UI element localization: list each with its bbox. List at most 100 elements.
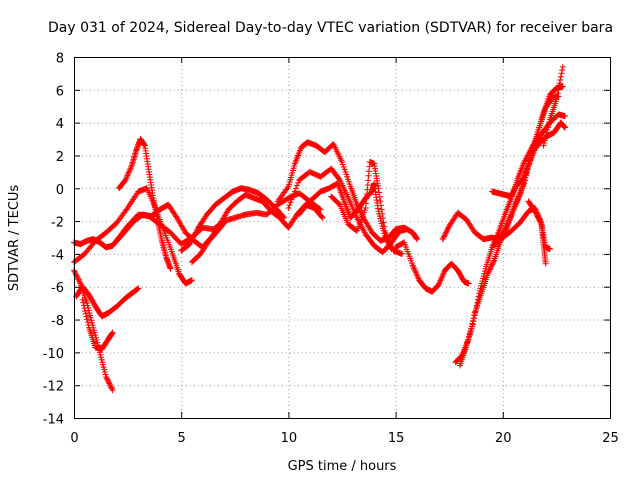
data-point (522, 168, 529, 175)
data-point (492, 235, 499, 242)
data-point (469, 321, 476, 328)
data-point (280, 213, 287, 220)
data-point (442, 230, 449, 237)
data-point (515, 194, 522, 201)
data-point (561, 113, 568, 120)
data-point (413, 271, 420, 278)
series-sat-c (73, 283, 142, 320)
data-point (109, 387, 116, 394)
data-point (379, 215, 386, 222)
data-point (444, 225, 451, 232)
data-point (543, 129, 550, 136)
data-point (75, 276, 82, 283)
data-point (72, 271, 79, 278)
series-sat-m (328, 159, 406, 257)
data-point (414, 274, 421, 281)
data-point (399, 250, 406, 257)
y-tick-label: -8 (51, 314, 64, 329)
data-point (515, 196, 522, 203)
data-point (74, 275, 81, 282)
series-sat-i (188, 219, 228, 266)
data-point (545, 121, 552, 128)
data-point (318, 213, 325, 220)
x-tick-label: 20 (495, 431, 512, 446)
data-point (533, 212, 540, 219)
data-point (542, 260, 549, 267)
data-point (124, 172, 131, 179)
data-point (409, 262, 416, 269)
data-point (76, 277, 83, 284)
data-point (439, 271, 446, 278)
data-point (376, 193, 383, 200)
x-tick-label: 0 (70, 431, 78, 446)
data-point (443, 228, 450, 235)
x-axis-label: GPS time / hours (288, 459, 397, 474)
data-point (378, 206, 385, 213)
data-point (473, 302, 480, 309)
data-point (125, 169, 132, 176)
data-point (375, 185, 382, 192)
data-point (545, 124, 552, 131)
data-point (287, 199, 294, 206)
data-point (288, 196, 295, 203)
data-point (533, 210, 540, 217)
data-point (81, 305, 88, 312)
data-point (555, 83, 562, 90)
data-point (292, 185, 299, 192)
data-point (541, 139, 548, 146)
data-point (440, 270, 447, 277)
x-tick-label: 15 (388, 431, 405, 446)
data-point (378, 202, 385, 209)
data-point (72, 269, 79, 276)
data-point (493, 234, 500, 241)
data-point (284, 185, 291, 192)
series-sat-n (392, 239, 472, 295)
y-axis-label: SDTVAR / TECUs (7, 185, 22, 292)
data-point (535, 216, 542, 223)
data-point (83, 313, 90, 320)
data-point (444, 226, 451, 233)
data-point (127, 165, 134, 172)
data-point (74, 273, 81, 280)
data-point (412, 268, 419, 275)
data-point (474, 296, 481, 303)
data-point (441, 232, 448, 239)
data-point (516, 193, 523, 200)
y-tick-label: 6 (56, 84, 64, 99)
grid (74, 57, 610, 418)
data-point (411, 266, 418, 273)
data-point (554, 93, 561, 100)
data-point (82, 308, 89, 315)
data-point (295, 179, 302, 186)
y-tick-label: -2 (51, 216, 64, 231)
chart-title: Day 031 of 2024, Sidereal Day-to-day VTE… (48, 20, 613, 36)
data-point (103, 373, 110, 380)
series-sat-r (489, 119, 568, 200)
data-point (473, 305, 479, 312)
data-point (522, 169, 529, 176)
data-point (519, 177, 526, 184)
data-point (524, 165, 531, 172)
data-point (291, 188, 298, 195)
data-point (293, 182, 300, 189)
data-point (85, 321, 92, 328)
data-point (76, 279, 83, 286)
data-point (135, 285, 142, 292)
data-point (546, 118, 553, 125)
data-point (122, 177, 129, 184)
data-point (123, 206, 130, 213)
data-point (414, 236, 421, 243)
data-point (414, 272, 421, 279)
data-point (537, 218, 544, 225)
data-point (103, 375, 110, 382)
data-point (559, 63, 566, 70)
x-tick-label: 5 (178, 431, 186, 446)
data-point (555, 86, 562, 93)
series-sat-a (71, 267, 116, 394)
data-point (80, 299, 87, 306)
data-point (531, 208, 538, 215)
plot-frame (74, 57, 611, 419)
y-tick-label: 4 (56, 117, 64, 132)
data-point (411, 265, 418, 272)
x-tick-label: 10 (281, 431, 298, 446)
